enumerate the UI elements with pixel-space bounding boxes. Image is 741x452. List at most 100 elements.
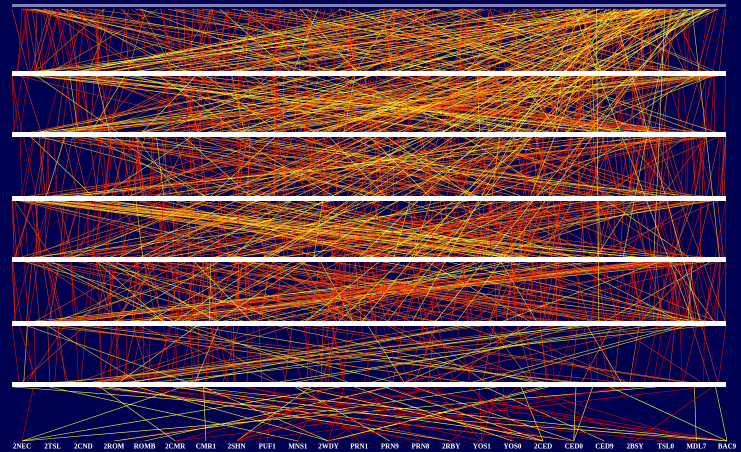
link [169, 324, 179, 385]
level-bar [12, 132, 726, 137]
link [115, 324, 122, 385]
link [29, 199, 445, 260]
link [275, 74, 640, 135]
link [122, 135, 131, 199]
link [492, 74, 693, 135]
link [535, 135, 555, 199]
link [46, 8, 61, 74]
link [506, 260, 512, 324]
link [69, 135, 558, 199]
link [512, 135, 532, 199]
link [249, 74, 336, 135]
link [81, 8, 397, 74]
link [17, 199, 294, 260]
level-bar [12, 196, 726, 201]
link [131, 135, 144, 199]
link [218, 199, 234, 260]
link [87, 8, 115, 74]
link [426, 8, 432, 74]
link [56, 199, 386, 260]
link [328, 386, 620, 442]
link [163, 260, 212, 324]
link [21, 386, 34, 442]
link [363, 199, 533, 260]
link [710, 74, 715, 135]
link [42, 199, 53, 260]
link [192, 74, 398, 135]
link [16, 199, 476, 260]
link [361, 386, 421, 442]
link [180, 74, 447, 135]
link [95, 260, 112, 324]
link [19, 324, 86, 385]
link [140, 8, 309, 74]
node-label: 2TSL [44, 443, 61, 451]
link [26, 260, 336, 324]
link [17, 260, 600, 324]
link [524, 324, 537, 385]
link [108, 135, 124, 199]
link [467, 135, 593, 199]
link [233, 135, 337, 199]
link [209, 8, 538, 74]
link [164, 135, 167, 199]
link [43, 8, 60, 74]
link [261, 74, 267, 135]
link [108, 74, 128, 135]
link [15, 135, 431, 199]
link [194, 324, 220, 385]
link [551, 199, 562, 260]
link [108, 260, 113, 324]
link [40, 8, 43, 74]
node-label: CED0 [565, 443, 584, 451]
link [369, 260, 384, 324]
link [711, 8, 725, 74]
link [381, 260, 693, 324]
link [148, 135, 161, 199]
link [625, 8, 682, 199]
link [198, 199, 624, 260]
link [175, 8, 184, 74]
link [171, 8, 647, 324]
link [137, 386, 329, 442]
link [613, 324, 621, 385]
link [491, 135, 699, 199]
link [288, 199, 299, 260]
link [645, 135, 653, 199]
link [367, 260, 373, 324]
link [192, 135, 208, 199]
link [561, 199, 571, 260]
link [586, 135, 615, 199]
link [100, 74, 316, 135]
link [78, 74, 529, 135]
link [675, 260, 677, 324]
link [681, 260, 690, 324]
link [67, 8, 582, 74]
link [297, 386, 322, 442]
link [152, 324, 173, 385]
link [521, 199, 610, 260]
link [466, 324, 483, 385]
link [649, 8, 667, 74]
link [111, 135, 128, 199]
node-label: CED9 [595, 443, 614, 451]
link [333, 199, 339, 260]
link [694, 386, 697, 442]
link [182, 8, 199, 74]
link [559, 74, 580, 135]
link [428, 324, 435, 385]
link [388, 199, 398, 260]
link [38, 135, 47, 199]
link [423, 199, 435, 260]
link [237, 74, 345, 135]
link [96, 260, 108, 324]
link [447, 135, 452, 199]
link [258, 324, 263, 385]
link [80, 324, 87, 385]
link [386, 8, 632, 324]
link [263, 199, 271, 260]
link [597, 324, 609, 385]
link [68, 135, 275, 199]
link [211, 8, 228, 74]
link [102, 8, 110, 74]
